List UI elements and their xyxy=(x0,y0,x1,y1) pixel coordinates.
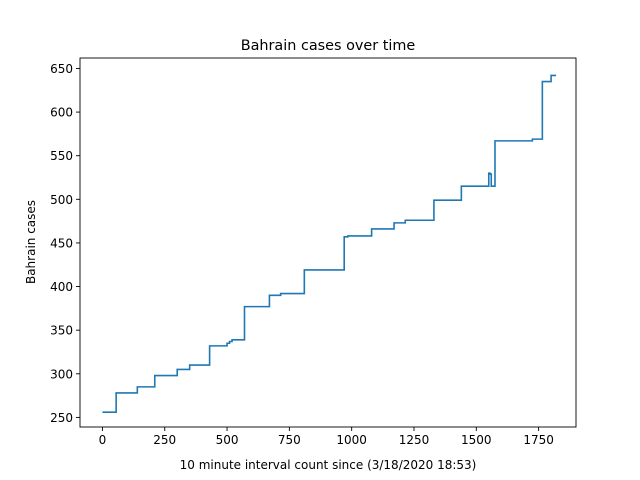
x-tick-label: 1000 xyxy=(336,433,367,447)
x-axis-label: 10 minute interval count since (3/18/202… xyxy=(180,458,477,472)
y-tick-label: 550 xyxy=(50,149,73,163)
plot-area: 0 250 500 750 1000 1250 1500 1750 250 300 350 400 45… xyxy=(50,57,577,447)
x-tick-label: 250 xyxy=(153,433,176,447)
y-axis-label: Bahrain cases xyxy=(24,200,38,284)
x-tick-label: 750 xyxy=(278,433,301,447)
y-tick-label: 500 xyxy=(50,193,73,207)
y-tick-label: 350 xyxy=(50,324,73,338)
y-tick-label: 250 xyxy=(50,411,73,425)
x-tick-label: 1500 xyxy=(461,433,492,447)
axes-frame xyxy=(79,57,577,428)
x-tick-label: 1750 xyxy=(523,433,554,447)
series-line xyxy=(102,74,557,413)
y-tick-label: 450 xyxy=(50,236,73,250)
y-tick-label: 600 xyxy=(50,106,73,120)
y-tick-label: 300 xyxy=(50,367,73,381)
y-tick-label: 400 xyxy=(50,280,73,294)
x-tick-label: 0 xyxy=(99,433,107,447)
y-tick-label: 650 xyxy=(50,62,73,76)
chart-title: Bahrain cases over time xyxy=(241,38,416,54)
x-tick-label: 1250 xyxy=(399,433,430,447)
x-tick-label: 500 xyxy=(216,433,239,447)
